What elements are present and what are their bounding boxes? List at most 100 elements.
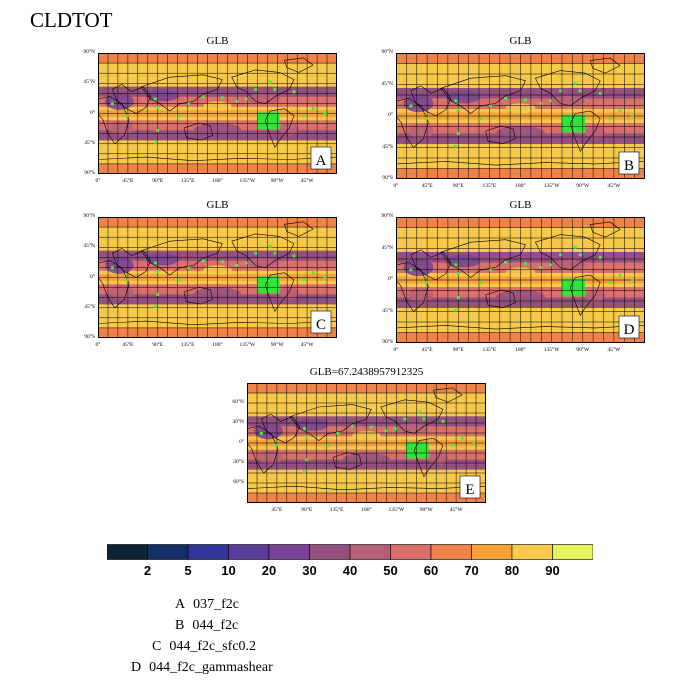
coastline <box>396 262 429 312</box>
x-tick-label: 180° <box>212 178 223 184</box>
panel-title-c: GLB <box>206 199 229 211</box>
legend-name: 037_f2c <box>193 597 240 612</box>
station-point <box>503 96 508 100</box>
legend-entry: D 044_f2c_gammashear <box>131 660 273 676</box>
cloud-patch <box>408 287 434 303</box>
station-point <box>523 262 528 266</box>
x-tick-label: 45°W <box>607 347 621 353</box>
station-point <box>489 104 493 108</box>
station-point <box>573 245 577 249</box>
colorbar-swatch <box>390 544 432 560</box>
x-tick-label: 90°E <box>152 178 164 184</box>
station-point <box>244 261 248 265</box>
cloud-patch <box>246 258 280 268</box>
station-point <box>305 435 309 439</box>
coastline <box>380 399 444 434</box>
station-point <box>454 144 458 148</box>
colorbar-label: 50 <box>383 563 398 578</box>
coastline <box>569 274 601 316</box>
panel-title-d: GLB <box>509 199 532 211</box>
station-region <box>256 112 280 130</box>
y-tick-label: 0° <box>90 273 95 280</box>
y-tick-label: 60°N <box>232 399 244 406</box>
colorbar-label: 20 <box>261 563 277 578</box>
colorbar-label: 5 <box>184 563 192 578</box>
station-point <box>274 443 278 447</box>
station-region <box>561 278 586 297</box>
map-frame <box>98 217 337 338</box>
coastline <box>260 413 300 444</box>
x-tick-label: 135°W <box>388 507 405 513</box>
station-point <box>153 97 157 101</box>
y-tick-label: 30°S <box>233 459 244 466</box>
station-point <box>608 280 612 285</box>
cloud-patch <box>445 254 481 268</box>
station-point <box>538 101 543 105</box>
station-point <box>305 458 309 462</box>
colorbar-swatch <box>430 544 472 560</box>
station-point <box>292 90 296 94</box>
station-point <box>201 94 205 99</box>
station-point <box>273 251 277 255</box>
coastline <box>534 234 601 271</box>
station-point <box>350 424 354 428</box>
coastline <box>247 425 279 474</box>
station-point <box>177 278 181 282</box>
station-point <box>630 278 635 282</box>
station-point <box>153 304 157 309</box>
colorbar-label: 2 <box>143 563 152 578</box>
x-tick-label: 45°W <box>449 507 463 513</box>
station-point <box>187 266 191 270</box>
cloud-patch <box>105 92 134 110</box>
panel-label: E <box>465 482 474 498</box>
station-point <box>156 128 160 133</box>
y-tick-label: 90°N <box>381 49 393 55</box>
station-point <box>454 263 458 267</box>
coastline <box>396 98 429 148</box>
station-point <box>548 263 552 267</box>
coastline <box>485 289 516 309</box>
x-tick-label: 90°W <box>270 178 284 184</box>
station-point <box>454 99 458 103</box>
coastline <box>534 70 601 107</box>
station-point <box>220 96 224 100</box>
legend-letter: D <box>131 660 142 675</box>
x-tick-label: 90°E <box>301 507 313 513</box>
cloud-patch <box>550 259 586 270</box>
colorbar-swatch <box>187 544 229 560</box>
panel-label-box <box>310 146 332 170</box>
cloud-patch <box>408 123 434 139</box>
y-tick-label: 90°S <box>84 170 95 176</box>
cloud-patch <box>279 123 299 136</box>
station-point <box>424 280 428 285</box>
map-panel-d: D <box>396 217 645 343</box>
x-tick-label: 45°E <box>421 347 433 353</box>
station-point <box>523 98 528 102</box>
station-point <box>187 102 191 106</box>
coastline <box>231 69 295 105</box>
map-panel-c: C <box>98 217 337 338</box>
station-point <box>326 443 330 447</box>
station-point <box>409 104 413 108</box>
station-point <box>254 251 258 255</box>
station-point <box>456 108 460 112</box>
station-point <box>384 429 388 433</box>
station-point <box>201 258 205 263</box>
station-point <box>125 114 129 118</box>
station-point <box>548 99 552 103</box>
station-point <box>153 140 157 145</box>
coastline <box>111 248 151 278</box>
legend-letter: A <box>175 597 186 612</box>
y-tick-label: 45°S <box>84 139 95 146</box>
y-tick-label: 90°S <box>84 334 95 340</box>
station-point <box>450 443 455 447</box>
cloud-patch <box>254 422 283 440</box>
x-tick-label: 45°E <box>122 178 134 184</box>
station-point <box>630 114 635 118</box>
cloud-patch <box>445 90 481 104</box>
x-tick-label: 135°W <box>543 347 560 353</box>
coastline <box>183 122 214 141</box>
x-tick-label: 0° <box>393 183 399 189</box>
panel-title-e: GLB=67.2438957912325 <box>309 366 424 378</box>
cloud-patch <box>109 284 134 300</box>
